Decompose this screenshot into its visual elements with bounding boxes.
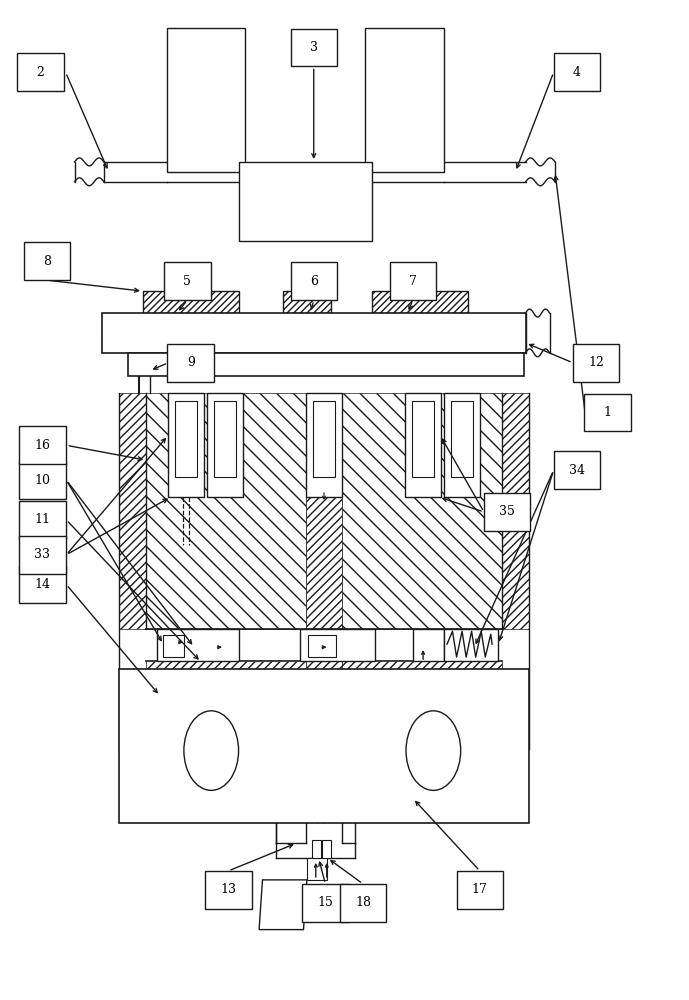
Polygon shape: [305, 661, 342, 681]
Bar: [365, 28, 444, 172]
Bar: [19, 501, 65, 539]
Bar: [283, 291, 331, 313]
Bar: [573, 344, 619, 382]
Text: 1: 1: [604, 406, 612, 419]
Polygon shape: [259, 880, 307, 930]
Text: 2: 2: [37, 66, 44, 79]
Bar: [207, 393, 243, 497]
Bar: [128, 353, 524, 376]
Bar: [412, 401, 434, 477]
Bar: [291, 262, 337, 300]
Bar: [451, 401, 473, 477]
Bar: [307, 858, 327, 880]
Text: 8: 8: [43, 255, 51, 268]
Text: 17: 17: [472, 883, 488, 896]
Polygon shape: [502, 393, 529, 629]
Bar: [175, 401, 197, 477]
Bar: [167, 344, 214, 382]
Bar: [389, 262, 436, 300]
Bar: [205, 871, 251, 909]
Bar: [164, 262, 211, 300]
Polygon shape: [305, 393, 342, 629]
Polygon shape: [146, 393, 305, 629]
Bar: [168, 393, 204, 497]
Bar: [444, 629, 498, 661]
Bar: [322, 840, 331, 858]
Text: 34: 34: [569, 464, 585, 477]
Text: 35: 35: [500, 505, 515, 518]
Text: 18: 18: [355, 896, 371, 909]
Polygon shape: [119, 393, 146, 629]
Bar: [143, 291, 238, 313]
Text: 10: 10: [34, 474, 50, 487]
Bar: [19, 566, 65, 603]
Bar: [308, 635, 336, 657]
Bar: [405, 393, 441, 497]
Text: 9: 9: [187, 356, 195, 369]
Text: 15: 15: [318, 896, 333, 909]
Bar: [372, 291, 468, 313]
Text: 7: 7: [409, 275, 417, 288]
Text: 14: 14: [34, 578, 50, 591]
Bar: [19, 461, 65, 499]
Bar: [19, 426, 65, 464]
Bar: [312, 840, 321, 858]
Polygon shape: [146, 661, 305, 681]
Bar: [302, 884, 349, 922]
Bar: [313, 401, 335, 477]
Bar: [457, 871, 503, 909]
Bar: [444, 393, 480, 497]
Text: 5: 5: [183, 275, 192, 288]
Bar: [306, 393, 342, 497]
Bar: [300, 629, 376, 661]
Bar: [238, 162, 372, 241]
Bar: [340, 884, 387, 922]
Bar: [156, 629, 238, 661]
Bar: [484, 493, 531, 531]
Bar: [17, 53, 63, 91]
Polygon shape: [342, 661, 502, 681]
Text: 13: 13: [220, 883, 236, 896]
Bar: [163, 635, 184, 657]
Polygon shape: [342, 393, 502, 629]
Bar: [119, 669, 529, 823]
Text: 4: 4: [573, 66, 581, 79]
Text: 33: 33: [34, 548, 50, 561]
Bar: [291, 29, 337, 66]
Bar: [167, 28, 245, 172]
Bar: [24, 242, 70, 280]
Bar: [102, 313, 526, 353]
Text: 12: 12: [588, 356, 604, 369]
Text: 6: 6: [310, 275, 318, 288]
Bar: [554, 451, 600, 489]
Bar: [19, 536, 65, 574]
Text: 16: 16: [34, 439, 50, 452]
Bar: [584, 394, 631, 431]
Text: 3: 3: [310, 41, 318, 54]
Bar: [554, 53, 600, 91]
Bar: [413, 629, 444, 661]
Text: 11: 11: [34, 513, 50, 526]
Bar: [214, 401, 236, 477]
